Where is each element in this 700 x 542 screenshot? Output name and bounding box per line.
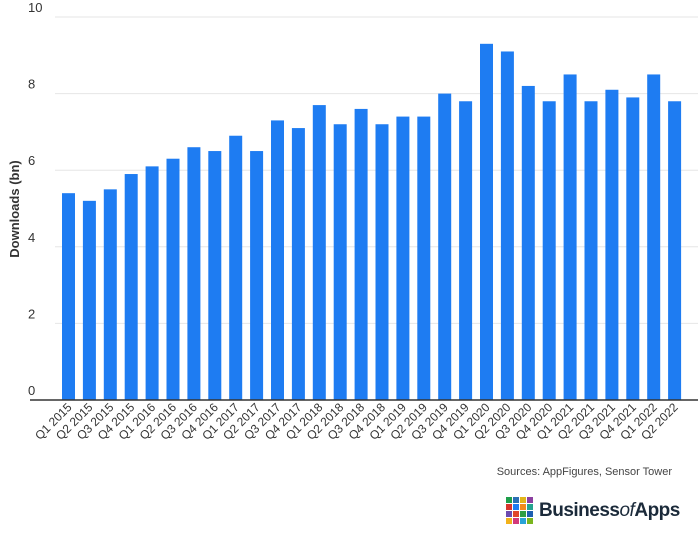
logo-tile [527,518,533,524]
logo-wordmark: BusinessofApps [539,499,680,521]
bar [312,105,326,400]
logo-tile [506,497,512,503]
y-tick-label: 0 [28,383,35,398]
bar [647,74,661,400]
bar [291,128,305,400]
logo-tile [513,497,519,503]
bars [62,43,682,401]
logo-tile [520,511,526,517]
bar [626,97,640,401]
logo-tile [506,504,512,510]
bar [354,108,368,401]
bar [563,74,577,400]
bar [459,101,473,400]
source-note: Sources: AppFigures, Sensor Tower [496,466,672,478]
bar [584,101,598,400]
businessofapps-logo: BusinessofApps [506,497,680,524]
bar [124,174,138,400]
logo-tile [513,511,519,517]
bar [521,85,535,400]
y-tick-label: 2 [28,306,35,321]
bar [250,151,264,400]
bar [375,124,389,401]
logo-tile [513,518,519,524]
logo-tile [520,504,526,510]
bar [438,93,452,400]
bar [396,116,410,400]
logo-tile [520,518,526,524]
bar [145,166,159,400]
bar [208,151,222,400]
bar [271,120,284,400]
bar [82,200,96,400]
y-tick-label: 10 [28,0,42,15]
y-axis-label: Downloads (bn) [7,160,22,258]
bar [166,158,180,400]
bar [103,189,117,400]
y-tick-label: 6 [28,153,35,168]
bar [605,89,619,401]
bar [62,193,75,400]
logo-tile [527,511,533,517]
bar [542,101,556,400]
bar [500,51,514,400]
logo-tile [527,504,533,510]
logo-tile [506,511,512,517]
logo-tile [506,518,512,524]
logo-tile [513,504,519,510]
y-tick-label: 4 [28,230,35,245]
logo-tile [527,497,533,503]
bar [229,135,243,401]
bar [668,101,682,400]
logo-tile [520,497,526,503]
bar [187,147,201,400]
y-axis-ticks: 0 2 4 6 8 10 [28,0,42,398]
bar [480,43,493,401]
y-tick-label: 8 [28,77,35,92]
bar [417,116,431,400]
logo-mosaic-icon [506,497,533,524]
bar [333,124,347,401]
